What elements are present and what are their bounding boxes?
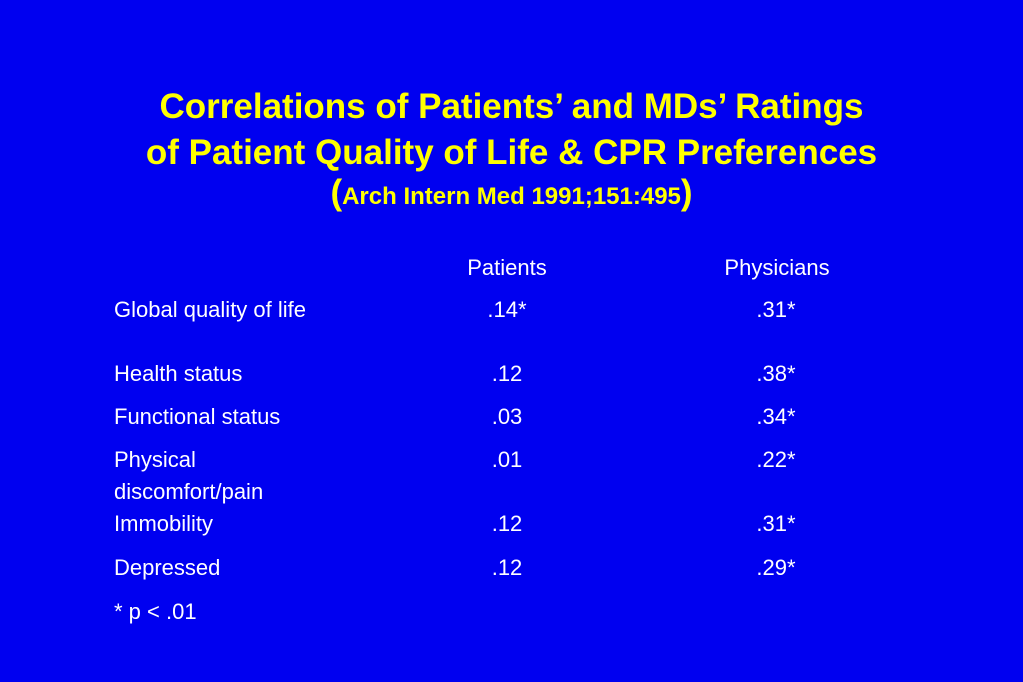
title-line-1: Correlations of Patients’ and MDs’ Ratin… — [159, 87, 864, 126]
row-physicians-depressed: .29* — [756, 555, 796, 580]
header-patients: Patients — [467, 255, 547, 280]
row-label-physical-discomfort: Physical discomfort/pain — [114, 447, 264, 504]
row-physicians-physical-discomfort: .22* — [756, 447, 796, 472]
title-line-2: of Patient Quality of Life & CPR Prefere… — [145, 133, 878, 172]
row-patients-functional-status: .03 — [491, 404, 523, 429]
row-label-health-status: Health status — [114, 361, 243, 386]
title-citation: (Arch Intern Med 1991;151:495) — [0, 173, 1023, 214]
citation-text: Arch Intern Med 1991;151:495 — [342, 183, 681, 210]
row-label-depressed: Depressed — [114, 555, 221, 580]
citation-close-paren: ) — [680, 173, 693, 212]
footnote: * p < .01 — [114, 599, 197, 624]
slide-title: Correlations of Patients’ and MDs’ Ratin… — [0, 84, 1023, 214]
row-label-immobility: Immobility — [114, 511, 214, 536]
row-physicians-health-status: .38* — [756, 361, 796, 386]
row-label-functional-status: Functional status — [114, 404, 281, 429]
row-physicians-global-quality: .31* — [756, 297, 796, 322]
row-patients-depressed: .12 — [491, 555, 523, 580]
header-physicians: Physicians — [724, 255, 830, 280]
citation-open-paren: ( — [330, 173, 343, 212]
row-patients-global-quality: .14* — [487, 297, 527, 322]
row-physicians-functional-status: .34* — [756, 404, 796, 429]
row-physicians-immobility: .31* — [756, 511, 796, 536]
row-label-global-quality: Global quality of life — [114, 297, 306, 322]
row-patients-physical-discomfort: .01 — [491, 447, 523, 472]
row-patients-immobility: .12 — [491, 511, 523, 536]
row-patients-health-status: .12 — [491, 361, 523, 386]
